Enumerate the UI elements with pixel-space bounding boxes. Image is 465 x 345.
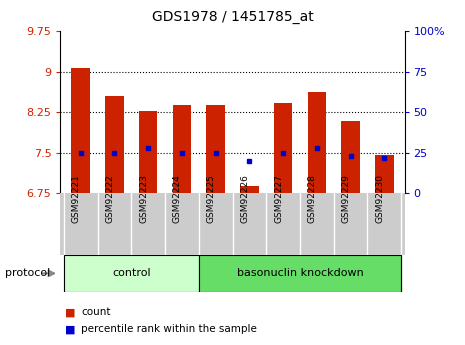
Text: ■: ■: [65, 325, 76, 334]
Bar: [307, 92, 326, 193]
Bar: [72, 68, 90, 193]
Text: protocol: protocol: [5, 268, 50, 278]
Bar: [274, 103, 292, 193]
Text: GSM92222: GSM92222: [106, 174, 114, 223]
Text: GSM92228: GSM92228: [308, 174, 317, 223]
Bar: [105, 96, 124, 193]
Text: ■: ■: [65, 307, 76, 317]
Text: percentile rank within the sample: percentile rank within the sample: [81, 325, 257, 334]
Bar: [240, 186, 259, 193]
Text: GSM92223: GSM92223: [139, 174, 148, 223]
Bar: [199, 255, 401, 292]
Text: GSM92229: GSM92229: [342, 174, 351, 223]
Text: GSM92221: GSM92221: [72, 174, 81, 223]
Text: count: count: [81, 307, 111, 317]
Bar: [173, 105, 191, 193]
Bar: [206, 105, 225, 193]
Text: basonuclin knockdown: basonuclin knockdown: [237, 268, 363, 278]
Text: GDS1978 / 1451785_at: GDS1978 / 1451785_at: [152, 10, 313, 24]
Text: GSM92225: GSM92225: [206, 174, 216, 223]
Text: GSM92230: GSM92230: [375, 174, 384, 223]
Text: GSM92227: GSM92227: [274, 174, 283, 223]
Bar: [139, 110, 158, 193]
Text: GSM92224: GSM92224: [173, 174, 182, 223]
Bar: [64, 255, 199, 292]
Bar: [375, 155, 393, 193]
Text: control: control: [112, 268, 151, 278]
Text: GSM92226: GSM92226: [240, 174, 249, 223]
Bar: [341, 121, 360, 193]
